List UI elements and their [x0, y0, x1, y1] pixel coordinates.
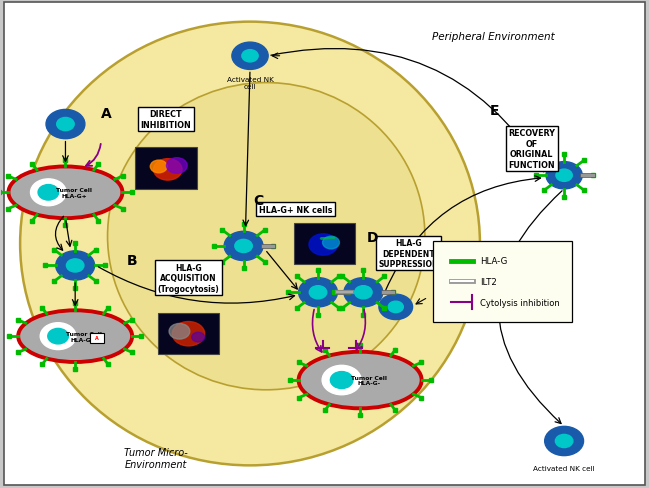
FancyArrowPatch shape — [321, 238, 335, 239]
Circle shape — [40, 323, 76, 350]
Text: HLA-G: HLA-G — [480, 257, 508, 265]
Ellipse shape — [299, 352, 422, 408]
FancyBboxPatch shape — [90, 333, 104, 344]
Circle shape — [154, 159, 182, 181]
Text: Activated NK
cell: Activated NK cell — [227, 77, 273, 90]
Circle shape — [151, 161, 167, 173]
Circle shape — [66, 259, 84, 272]
Circle shape — [309, 234, 337, 256]
Circle shape — [330, 372, 353, 389]
Circle shape — [224, 232, 263, 261]
Text: DIRECT
INHIBITION: DIRECT INHIBITION — [140, 110, 191, 130]
Circle shape — [344, 278, 383, 307]
FancyBboxPatch shape — [4, 3, 645, 485]
FancyBboxPatch shape — [135, 148, 197, 189]
Circle shape — [48, 329, 68, 344]
Circle shape — [232, 43, 268, 70]
Circle shape — [388, 302, 403, 313]
Ellipse shape — [20, 22, 480, 466]
Circle shape — [545, 427, 583, 456]
Circle shape — [173, 322, 204, 346]
FancyBboxPatch shape — [294, 224, 355, 264]
Text: HLA-G
DEPENDENT
SUPPRESSION: HLA-G DEPENDENT SUPPRESSION — [378, 239, 439, 268]
Ellipse shape — [8, 167, 123, 219]
Circle shape — [191, 332, 204, 342]
Circle shape — [56, 251, 95, 281]
Circle shape — [323, 237, 339, 249]
Text: A: A — [95, 335, 99, 341]
Text: Tumor Cell
HLA-G+: Tumor Cell HLA-G+ — [56, 187, 92, 198]
FancyBboxPatch shape — [433, 242, 572, 322]
Circle shape — [556, 434, 573, 447]
Text: ILT2: ILT2 — [480, 277, 496, 286]
Circle shape — [46, 110, 85, 140]
Text: HLA-G
ACQUISITION
(Trogocytosis): HLA-G ACQUISITION (Trogocytosis) — [158, 263, 219, 293]
Text: RECOVERY
OF
ORIGINAL
FUNCTION: RECOVERY OF ORIGINAL FUNCTION — [508, 129, 556, 169]
FancyBboxPatch shape — [381, 290, 395, 295]
Circle shape — [31, 180, 66, 206]
Text: A: A — [101, 106, 112, 121]
Text: E: E — [489, 104, 499, 118]
Circle shape — [354, 286, 372, 299]
Text: Cytolysis inhibition: Cytolysis inhibition — [480, 298, 559, 307]
Circle shape — [242, 51, 258, 63]
Circle shape — [546, 162, 582, 189]
Circle shape — [299, 278, 337, 307]
Text: D: D — [367, 231, 378, 244]
Text: C: C — [253, 194, 263, 208]
Text: Peripheral Environment: Peripheral Environment — [432, 32, 554, 42]
Text: HLA-G+ NK cells: HLA-G+ NK cells — [258, 205, 332, 214]
Circle shape — [38, 185, 58, 201]
Text: Tumor Micro-
Environment: Tumor Micro- Environment — [124, 447, 188, 469]
Text: B: B — [127, 253, 138, 267]
FancyBboxPatch shape — [158, 313, 219, 355]
FancyBboxPatch shape — [261, 244, 275, 248]
Ellipse shape — [108, 83, 425, 390]
Circle shape — [167, 158, 187, 174]
Circle shape — [56, 118, 74, 131]
Circle shape — [322, 366, 361, 395]
Circle shape — [169, 324, 190, 339]
Text: Activated NK cell: Activated NK cell — [533, 465, 595, 471]
FancyBboxPatch shape — [336, 290, 350, 295]
Circle shape — [235, 240, 252, 253]
Circle shape — [310, 286, 326, 299]
Circle shape — [379, 295, 413, 320]
Ellipse shape — [18, 311, 132, 362]
Text: Tumor Cell
HLA-G+: Tumor Cell HLA-G+ — [66, 331, 102, 342]
FancyBboxPatch shape — [580, 174, 594, 178]
Circle shape — [556, 170, 572, 182]
Text: Tumor Cell
HLA-G-: Tumor Cell HLA-G- — [351, 375, 387, 386]
